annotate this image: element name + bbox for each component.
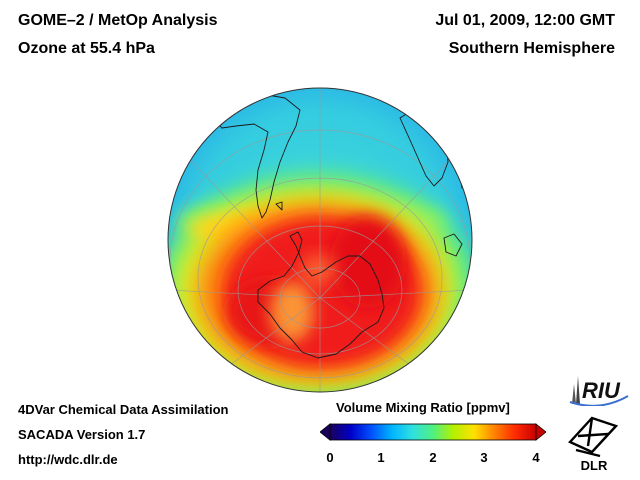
- date-label: Jul 01, 2009, 12:00 GMT: [435, 12, 615, 29]
- colorbar-gradient: [329, 423, 537, 441]
- riu-spire-icon-2: [576, 376, 580, 404]
- region-label: Southern Hemisphere: [448, 40, 615, 57]
- riu-spire-icon: [572, 384, 576, 404]
- colorbar-high-arrow: [535, 423, 546, 441]
- footer-url: http://wdc.dlr.de: [18, 452, 118, 467]
- footer-line2: SACADA Version 1.7: [18, 427, 146, 442]
- colorbar-title: Volume Mixing Ratio [ppmv]: [336, 400, 510, 415]
- colorbar: [320, 423, 546, 441]
- colorbar-tick-3: 3: [480, 450, 488, 465]
- riu-swoosh-icon: [569, 395, 629, 406]
- dlr-logo: DLR: [567, 416, 619, 473]
- footer-line1: 4DVar Chemical Data Assimilation: [18, 402, 229, 417]
- title-line1: GOME–2 / MetOp Analysis: [18, 12, 218, 29]
- riu-logo-text: RIU: [582, 378, 621, 403]
- riu-logo: RIU: [569, 376, 629, 406]
- title-line2: Ozone at 55.4 hPa: [18, 40, 155, 57]
- colorbar-low-arrow: [320, 423, 331, 441]
- colorbar-tick-0: 0: [326, 450, 334, 465]
- dlr-emblem-icon: [567, 416, 619, 458]
- colorbar-tick-4: 4: [532, 450, 540, 465]
- ozone-globe-map: [167, 87, 473, 393]
- colorbar-tick-2: 2: [429, 450, 437, 465]
- ozone-field: [168, 88, 472, 392]
- dlr-logo-text: DLR: [581, 458, 608, 473]
- colorbar-tick-1: 1: [377, 450, 385, 465]
- globe-outline: [167, 87, 473, 393]
